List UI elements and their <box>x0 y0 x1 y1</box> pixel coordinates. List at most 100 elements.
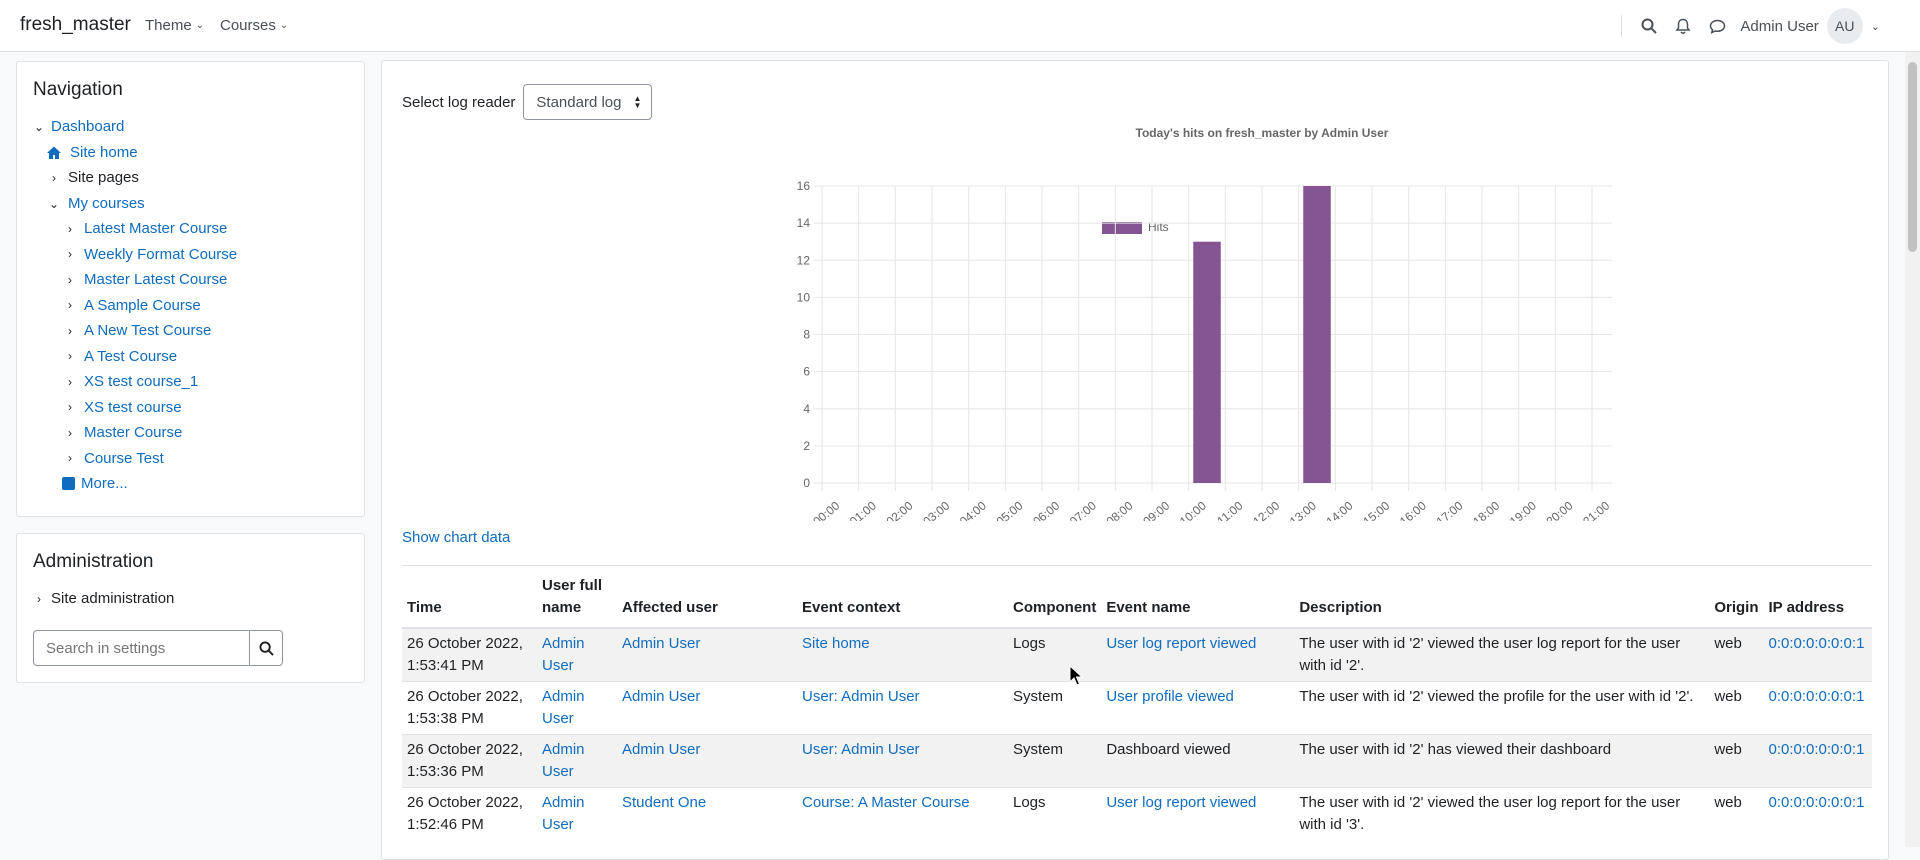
x-tick-label: 06:00 <box>1030 498 1062 521</box>
cell-user-full-name-link[interactable]: Admin User <box>542 794 585 833</box>
tree-course-item[interactable]: › A Test Course <box>62 348 177 365</box>
tree-course-item[interactable]: › XS test course_1 <box>62 373 198 390</box>
cell-ip-address-link[interactable]: 0:0:0:0:0:0:0:1 <box>1768 794 1865 811</box>
cell-description: The user with id '2' viewed the user log… <box>1294 627 1710 682</box>
cell-affected-user-link[interactable]: Admin User <box>622 635 701 652</box>
select-arrows-icon: ▲ ▼ <box>633 94 642 110</box>
settings-search-button[interactable] <box>249 630 283 666</box>
tree-course-label[interactable]: A Sample Course <box>84 296 201 314</box>
x-tick-label: 01:00 <box>847 498 879 521</box>
cell-event-name-link[interactable]: User log report viewed <box>1106 794 1257 811</box>
col-ip-address[interactable]: IP address <box>1763 571 1872 629</box>
tree-course-label[interactable]: A Test Course <box>84 347 178 365</box>
cell-event-context-link[interactable]: User: Admin User <box>802 741 920 758</box>
tree-my-courses[interactable]: ⌄ My courses <box>46 195 145 212</box>
tree-site-administration[interactable]: › Site administration <box>31 590 174 607</box>
cell-time-text: 26 October 2022, 1:53:36 PM <box>407 741 523 780</box>
navigation-title: Navigation <box>33 79 123 100</box>
hits-chart: Today's hits on fresh_master by Admin Us… <box>797 126 1612 521</box>
tree-my-courses-label[interactable]: My courses <box>68 195 145 212</box>
tree-course-label[interactable]: Weekly Format Course <box>84 245 238 263</box>
y-tick-label: 16 <box>797 179 811 193</box>
x-tick-label: 14:00 <box>1324 498 1356 521</box>
cell-user-full-name: Admin User <box>537 734 617 788</box>
cell-ip-address-link[interactable]: 0:0:0:0:0:0:0:1 <box>1768 741 1865 758</box>
x-tick-label: 04:00 <box>957 498 989 521</box>
col-time[interactable]: Time <box>402 571 537 629</box>
col-affected-user[interactable]: Affected user <box>617 571 797 629</box>
tree-dashboard-label[interactable]: Dashboard <box>51 118 125 135</box>
cell-event-context-link[interactable]: Site home <box>802 635 870 652</box>
chevron-right-icon: › <box>68 272 72 287</box>
cell-event-context-link[interactable]: Course: A Master Course <box>802 794 970 811</box>
cell-ip-address-link[interactable]: 0:0:0:0:0:0:0:1 <box>1768 688 1865 705</box>
tree-more-label[interactable]: More... <box>81 475 128 492</box>
user-name[interactable]: Admin User <box>1740 17 1819 35</box>
col-description[interactable]: Description <box>1294 571 1710 629</box>
cell-affected-user-link[interactable]: Admin User <box>622 688 701 705</box>
avatar[interactable]: AU <box>1826 8 1863 44</box>
cell-user-full-name-link[interactable]: Admin User <box>542 741 585 780</box>
bell-icon[interactable] <box>1666 0 1700 52</box>
tree-course-item[interactable]: › Weekly Format Course <box>62 246 237 263</box>
cell-description: The user with id '2' viewed the user log… <box>1294 787 1710 840</box>
cell-affected-user-link[interactable]: Admin User <box>622 741 701 758</box>
col-event-name[interactable]: Event name <box>1101 571 1295 629</box>
menu-courses[interactable]: Courses ⌄ <box>220 17 288 34</box>
tree-course-item[interactable]: › XS test course <box>62 399 182 416</box>
col-component[interactable]: Component <box>1008 571 1102 629</box>
show-chart-data-link[interactable]: Show chart data <box>402 529 511 546</box>
tree-site-home-label[interactable]: Site home <box>70 144 138 161</box>
cell-event-context-link[interactable]: User: Admin User <box>802 688 920 705</box>
tree-dashboard[interactable]: ⌄ Dashboard <box>31 118 124 135</box>
chevron-down-icon: ⌄ <box>33 119 45 134</box>
tree-site-administration-label: Site administration <box>51 590 175 607</box>
chevron-right-icon: › <box>68 400 72 414</box>
tree-more[interactable]: More... <box>62 475 128 492</box>
tree-course-label[interactable]: XS test course <box>84 398 182 416</box>
cell-ip-address-link[interactable]: 0:0:0:0:0:0:0:1 <box>1768 635 1865 652</box>
col-user-full-name[interactable]: User full name <box>537 571 617 629</box>
x-tick-label: 02:00 <box>884 498 916 521</box>
cell-event-name-link[interactable]: User profile viewed <box>1106 688 1234 705</box>
tree-course-label[interactable]: Course Test <box>84 449 164 467</box>
tree-course-label[interactable]: Latest Master Course <box>84 220 228 237</box>
cell-user-full-name-link[interactable]: Admin User <box>542 688 585 727</box>
chevron-down-icon[interactable]: ⌄ <box>1870 20 1880 33</box>
col-event-context[interactable]: Event context <box>797 571 1008 629</box>
scrollbar-thumb[interactable] <box>1908 62 1917 252</box>
tree-course-item[interactable]: › Master Latest Course <box>62 271 227 288</box>
page-scrollbar[interactable] <box>1905 52 1920 847</box>
settings-search-input[interactable] <box>33 630 249 666</box>
tree-course-label[interactable]: XS test course_1 <box>84 373 199 390</box>
tree-course-item[interactable]: › A New Test Course <box>62 322 211 339</box>
administration-title: Administration <box>33 551 154 572</box>
cell-component: Logs <box>1008 627 1102 682</box>
tree-course-item[interactable]: › A Sample Course <box>62 297 201 314</box>
chevron-right-icon: › <box>68 323 72 338</box>
cell-time-text: 26 October 2022, 1:53:38 PM <box>407 688 523 727</box>
tree-course-item[interactable]: › Latest Master Course <box>62 220 227 237</box>
tree-course-label[interactable]: Master Course <box>84 424 183 441</box>
tree-site-home[interactable]: Site home <box>46 144 138 161</box>
cell-component: System <box>1008 734 1102 788</box>
log-reader-select[interactable]: Standard log ▲ ▼ <box>523 84 653 120</box>
cell-affected-user-link[interactable]: Student One <box>622 794 707 811</box>
cell-event-name-link[interactable]: User log report viewed <box>1106 635 1257 652</box>
tree-course-item[interactable]: › Course Test <box>62 450 164 467</box>
col-origin[interactable]: Origin <box>1709 571 1764 629</box>
menu-theme[interactable]: Theme ⌄ <box>145 17 204 34</box>
x-tick-label: 03:00 <box>920 498 952 521</box>
tree-course-label[interactable]: Master Latest Course <box>84 271 228 288</box>
chevron-right-icon: › <box>68 221 72 236</box>
site-brand[interactable]: fresh_master <box>20 14 131 35</box>
search-icon[interactable] <box>1632 0 1666 52</box>
cell-origin: web <box>1709 787 1764 840</box>
cell-event-name: User log report viewed <box>1101 627 1295 682</box>
mouse-cursor-icon <box>1069 665 1083 686</box>
tree-site-pages[interactable]: › Site pages <box>46 169 139 186</box>
tree-course-item[interactable]: › Master Course <box>62 424 182 441</box>
cell-user-full-name-link[interactable]: Admin User <box>542 635 585 674</box>
chat-icon[interactable] <box>1700 0 1734 52</box>
tree-course-label[interactable]: A New Test Course <box>84 322 212 339</box>
